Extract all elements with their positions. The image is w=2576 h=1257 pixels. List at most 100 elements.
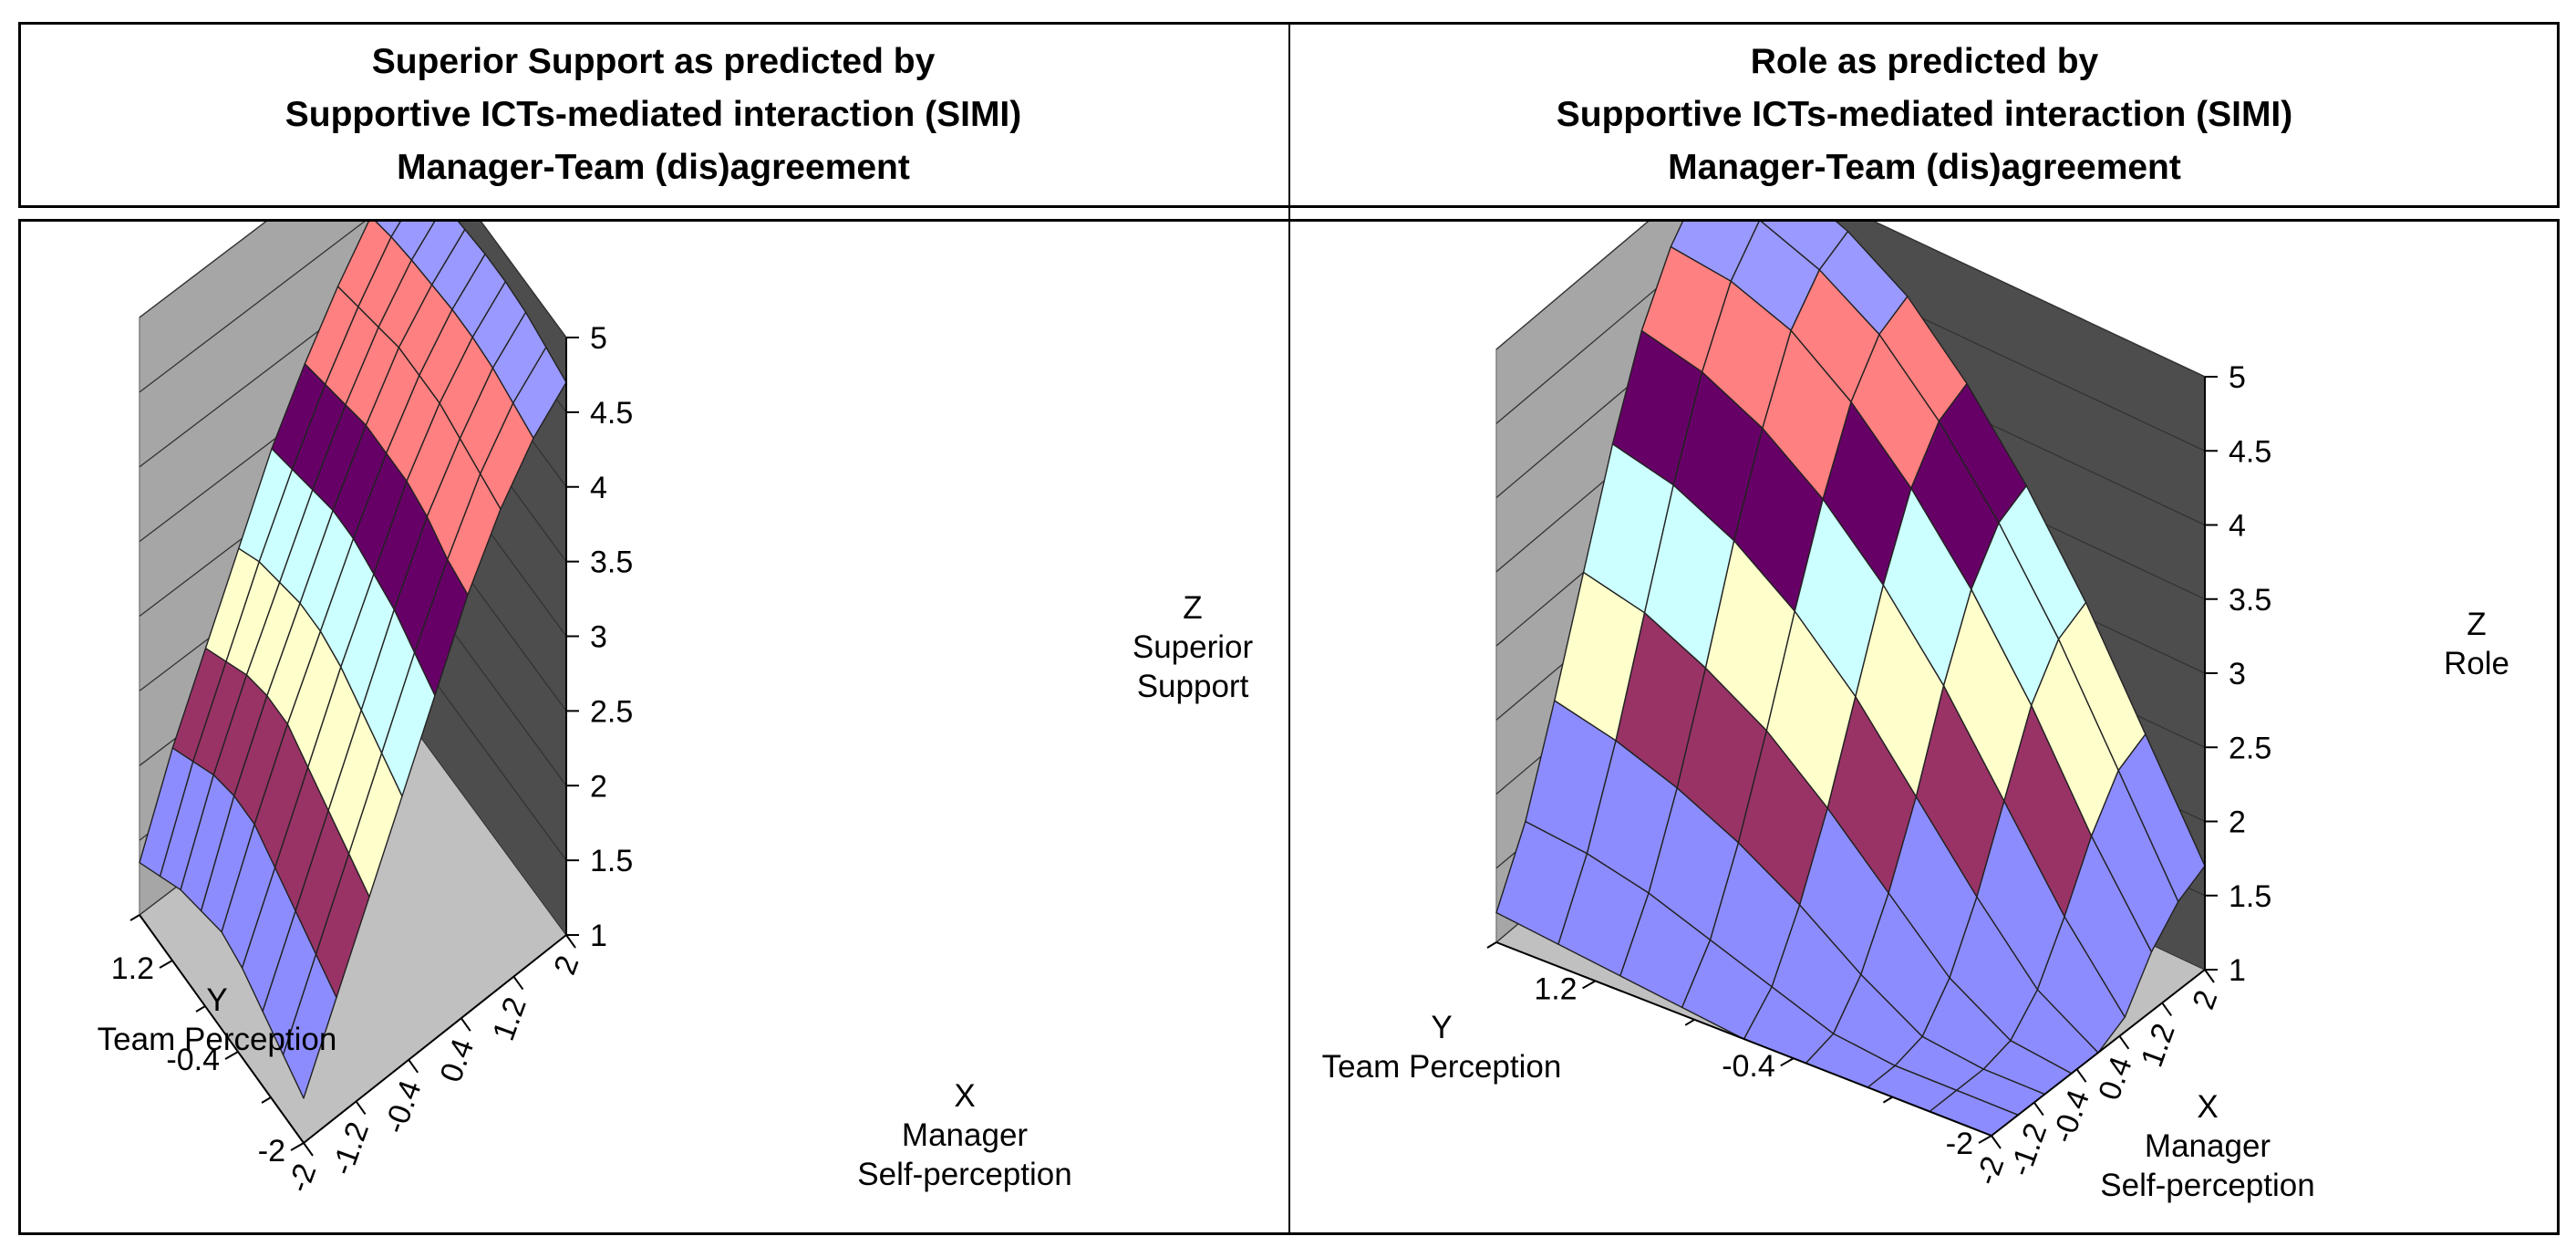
column-divider xyxy=(1288,22,1290,1235)
y-tick xyxy=(159,960,173,969)
z-tick-label: 1 xyxy=(2229,953,2246,988)
z-axis-title-line: Z xyxy=(1183,590,1202,626)
z-tick-label: 1.5 xyxy=(2229,879,2271,914)
x-tick xyxy=(565,934,576,949)
x-tick xyxy=(303,1142,314,1157)
x-tick xyxy=(2204,969,2215,983)
x-tick xyxy=(2075,1068,2087,1083)
z-axis-title: Z Superior Support xyxy=(1133,590,1254,704)
z-axis-title-line: Superior xyxy=(1133,629,1254,665)
left-title-line-3: Manager-Team (dis)agreement xyxy=(397,148,910,187)
surface xyxy=(1495,152,2206,1137)
y-tick-label: -0.4 xyxy=(1722,1049,1775,1084)
z-tick-label: 2 xyxy=(590,769,607,804)
x-tick xyxy=(2118,1035,2130,1050)
right-title-line-3: Manager-Team (dis)agreement xyxy=(1668,148,2181,187)
z-tick-label: 2 xyxy=(2229,805,2246,840)
x-axis-title-line: Manager xyxy=(902,1117,1028,1153)
y-minor-tick xyxy=(261,1096,272,1104)
y-axis-title: Y Team Perception xyxy=(98,982,337,1057)
x-axis-line xyxy=(1991,969,2206,1137)
y-axis-title-line: Y xyxy=(206,982,227,1018)
x-tick-label: 0.4 xyxy=(2092,1053,2139,1105)
right-chart-title: Role as predicted by Supportive ICTs-med… xyxy=(1289,22,2560,208)
y-minor-tick xyxy=(195,1005,206,1013)
z-axis-title-line: Z xyxy=(2467,607,2486,642)
y-tick xyxy=(1780,1057,1795,1067)
y-tick-label: 1.2 xyxy=(1534,971,1577,1006)
z-tick-label: 3.5 xyxy=(590,545,633,580)
x-axis-title-line: Manager xyxy=(2145,1128,2271,1164)
x-tick-label: -1.2 xyxy=(2003,1118,2054,1180)
y-tick-label: -0.4 xyxy=(166,1043,220,1077)
z-tick-label: 1.5 xyxy=(590,844,633,878)
z-tick-label: 2.5 xyxy=(2229,731,2271,765)
z-tick-label: 3 xyxy=(2229,657,2246,691)
right-title-line-2: Supportive ICTs-mediated interaction (SI… xyxy=(1556,95,2293,134)
x-axis-title-line: X xyxy=(954,1078,975,1114)
left-title-line-2: Supportive ICTs-mediated interaction (SI… xyxy=(284,95,1022,134)
x-axis-title-line: Self-perception xyxy=(857,1157,1071,1192)
surface xyxy=(139,161,567,1099)
x-tick xyxy=(512,976,524,991)
axes: 11.522.533.544.55-2-1.2-0.40.41.221.2-0.… xyxy=(98,321,1254,1197)
x-tick-label: -2 xyxy=(1969,1152,2011,1189)
y-tick xyxy=(1978,1135,1992,1144)
z-tick-label: 4.5 xyxy=(2229,434,2271,469)
y-axis-line xyxy=(1495,941,1992,1137)
figure-frame: Superior Support as predicted by Support… xyxy=(18,22,2560,1235)
x-tick xyxy=(2033,1102,2044,1117)
z-tick-label: 4 xyxy=(2229,509,2246,544)
y-tick xyxy=(290,1142,305,1151)
z-axis-title-line: Role xyxy=(2444,646,2509,681)
x-tick-label: -0.4 xyxy=(2045,1086,2096,1148)
right-chart: 1 1.5 2 2.5 3 3.5 4 4.5 5 -2 -1.2 -0.4 0.4 1.2 2 1.2 -0.… xyxy=(1291,151,2557,1232)
z-axis-title-line: Support xyxy=(1137,669,1249,704)
left-chart-title: Superior Support as predicted by Support… xyxy=(18,22,1288,208)
y-minor-tick xyxy=(1486,941,1497,949)
y-minor-tick xyxy=(1882,1096,1893,1104)
x-axis-title-line: X xyxy=(2197,1089,2218,1125)
x-tick xyxy=(2161,1002,2173,1016)
right-title-line-1: Role as predicted by xyxy=(1750,42,2099,81)
z-tick-label: 2.5 xyxy=(590,694,633,729)
y-axis-title: Y Team Perception xyxy=(1322,1010,1562,1085)
y-axis-line xyxy=(139,914,305,1144)
x-axis-line xyxy=(303,934,567,1144)
y-tick-label: 1.2 xyxy=(111,951,154,986)
left-chart: 1 1.5 2 2.5 3 3.5 4 4.5 5 -2 -1.2 -0.4 0.4 1.2 2 1.2 -0.… xyxy=(21,114,1287,1232)
y-tick-label: -2 xyxy=(1946,1127,1973,1161)
y-tick xyxy=(1582,980,1597,990)
z-tick-label: 1 xyxy=(590,919,607,953)
x-tick-label: 2 xyxy=(547,951,585,980)
x-axis-title-line: Self-perception xyxy=(2100,1168,2314,1203)
y-tick xyxy=(224,1051,239,1060)
y-axis-title-line: Team Perception xyxy=(1322,1049,1562,1085)
y-tick-label: -2 xyxy=(258,1134,285,1169)
z-tick-label: 4.5 xyxy=(590,396,633,431)
x-tick xyxy=(1991,1135,2002,1149)
y-minor-tick xyxy=(1684,1018,1695,1026)
left-surface-plot: 11.522.533.544.55-2 -1.2-0.40.41.221.2-0.… xyxy=(98,114,1254,1197)
x-tick xyxy=(355,1100,367,1115)
y-axis-title-line: Y xyxy=(1431,1010,1452,1045)
x-tick-label: -2 xyxy=(281,1159,323,1197)
z-tick-label: 4 xyxy=(590,471,607,505)
x-tick xyxy=(408,1059,419,1074)
y-minor-tick xyxy=(129,914,140,921)
y-axis-title-line: Team Perception xyxy=(98,1022,337,1057)
x-tick-label: 1.2 xyxy=(486,992,533,1044)
left-title-line-1: Superior Support as predicted by xyxy=(371,42,936,81)
x-tick xyxy=(460,1017,471,1032)
z-tick-label: 5 xyxy=(590,321,607,356)
x-tick-label: 1.2 xyxy=(2135,1019,2182,1071)
x-axis-title: X Manager Self-perception xyxy=(2100,1089,2314,1203)
x-tick-label: -1.2 xyxy=(325,1117,376,1179)
z-tick-label: 3.5 xyxy=(2229,583,2271,618)
x-tick-label: -0.4 xyxy=(378,1076,429,1138)
axes: 11.522.533.544.55-2-1.2-0.40.41.221.2-0.… xyxy=(1322,360,2509,1203)
z-tick-label: 3 xyxy=(590,620,607,655)
x-axis-title: X Manager Self-perception xyxy=(857,1078,1071,1192)
x-tick-label: 0.4 xyxy=(433,1034,481,1086)
x-tick-label: 2 xyxy=(2186,986,2224,1014)
